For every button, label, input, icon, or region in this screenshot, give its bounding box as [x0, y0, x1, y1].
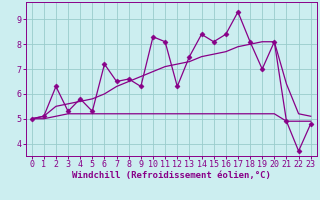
X-axis label: Windchill (Refroidissement éolien,°C): Windchill (Refroidissement éolien,°C) [72, 171, 271, 180]
